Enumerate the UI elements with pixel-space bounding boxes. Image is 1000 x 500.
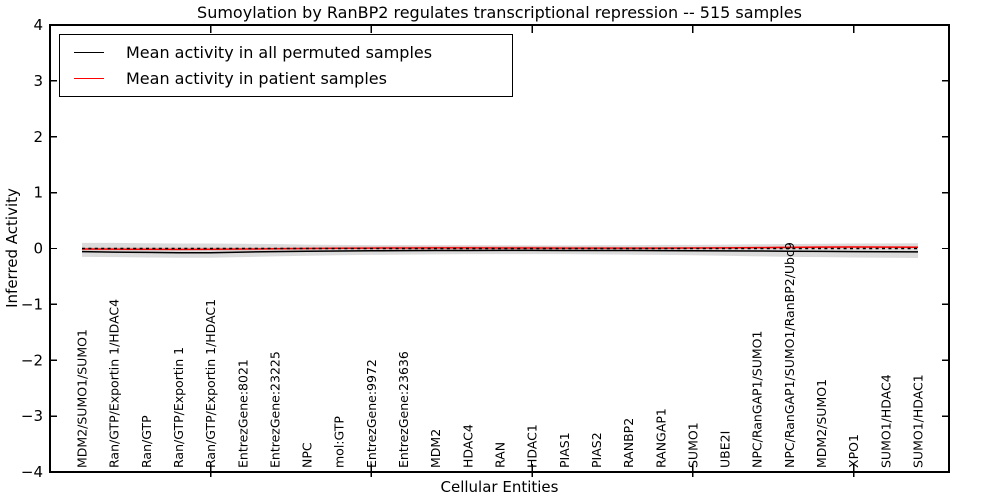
patient-line-swatch: [74, 78, 104, 80]
permuted-mean-line: [81, 249, 919, 254]
y-tick-label: −3: [21, 407, 43, 425]
legend: Mean activity in all permuted samples Me…: [59, 34, 513, 97]
x-category-label: XPO1: [846, 434, 861, 468]
x-category-label: RANGAP1: [653, 408, 668, 468]
y-tick-label: −4: [21, 463, 43, 481]
y-tick-label: 0: [33, 240, 43, 258]
y-tick-label: 2: [33, 128, 43, 146]
x-category-label: Ran/GTP/Exportin 1: [171, 347, 186, 468]
legend-entry-patient: Mean activity in patient samples: [60, 69, 512, 88]
y-tick-label: −2: [21, 351, 43, 369]
x-category-label: EntrezGene:23225: [267, 351, 282, 468]
chart-title: Sumoylation by RanBP2 regulates transcri…: [197, 3, 802, 22]
legend-entry-permuted: Mean activity in all permuted samples: [60, 43, 512, 62]
x-category-label: HDAC1: [525, 424, 540, 468]
legend-entry-label: Mean activity in all permuted samples: [126, 42, 433, 62]
x-category-label: NPC/RanGAP1/SUMO1/RanBP2/Ubc9: [782, 242, 797, 468]
x-category-label: Ran/GTP/Exportin 1/HDAC4: [107, 299, 122, 468]
x-category-label: NPC: [300, 442, 315, 468]
x-category-label: MDM2: [428, 429, 443, 468]
x-category-label: UBE2I: [718, 431, 733, 468]
y-tick-label: 3: [33, 72, 43, 90]
x-category-label: EntrezGene:8021: [235, 359, 250, 468]
x-category-label: mol:GTP: [332, 416, 347, 468]
x-category-label: Ran/GTP/Exportin 1/HDAC1: [203, 299, 218, 468]
y-axis-label: Inferred Activity: [3, 188, 21, 308]
x-category-label: SUMO1/HDAC4: [878, 374, 893, 468]
x-category-label: MDM2/SUMO1/SUMO1: [75, 329, 90, 468]
x-axis-label: Cellular Entities: [440, 478, 559, 496]
permuted-line-swatch: [74, 51, 104, 53]
x-category-label: PIAS2: [589, 432, 604, 468]
x-category-label: Ran/GTP: [139, 415, 154, 468]
y-tick-label: 1: [33, 184, 43, 202]
x-category-label: MDM2/SUMO1: [814, 379, 829, 468]
x-category-label: SUMO1/HDAC1: [911, 374, 926, 468]
x-category-label: HDAC4: [460, 424, 475, 468]
x-category-label: PIAS1: [557, 432, 572, 468]
x-category-label: EntrezGene:23636: [396, 351, 411, 468]
legend-entry-label: Mean activity in patient samples: [126, 69, 387, 89]
x-category-label: EntrezGene:9972: [364, 359, 379, 468]
x-category-label: RAN: [493, 442, 508, 468]
x-category-label: NPC/RanGAP1/SUMO1: [750, 331, 765, 468]
x-category-label: SUMO1: [685, 422, 700, 468]
x-category-label: RANBP2: [621, 418, 636, 468]
y-tick-label: 4: [33, 16, 43, 34]
y-tick-label: −1: [21, 295, 43, 313]
